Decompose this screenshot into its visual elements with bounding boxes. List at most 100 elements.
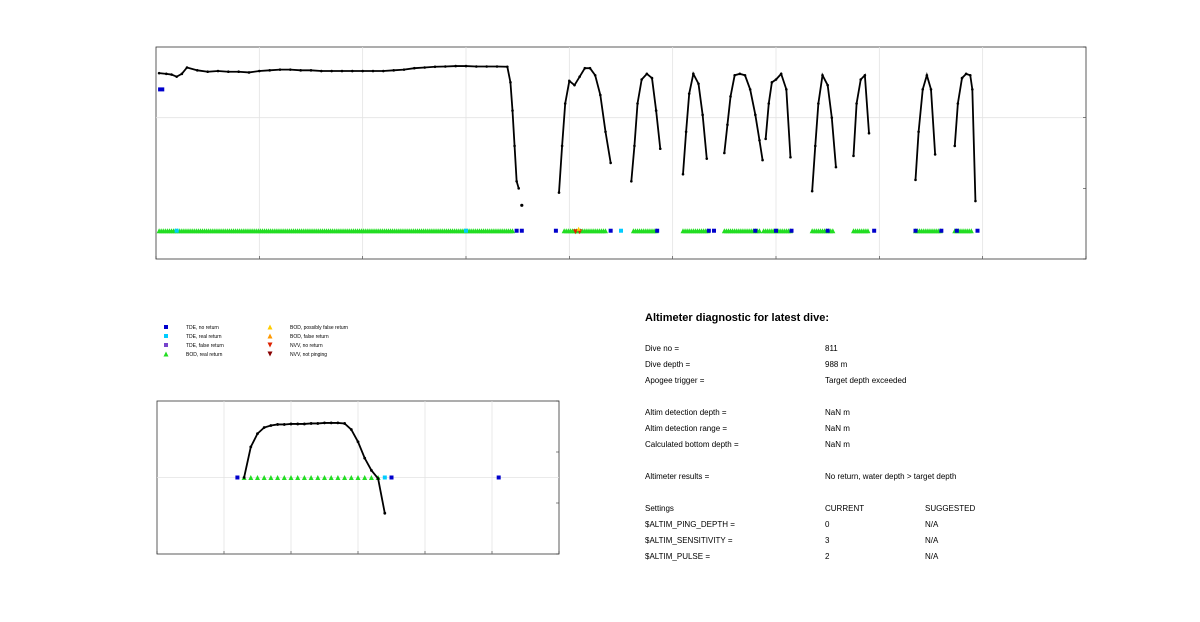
tde-no-return-marker <box>514 228 519 233</box>
depth-point <box>513 144 516 148</box>
dive-depth-label: Dive depth = <box>645 360 691 369</box>
depth-point <box>609 161 612 165</box>
tde-no-return-marker <box>608 228 613 233</box>
legend-square-marker <box>164 325 168 329</box>
depth-point <box>464 64 468 68</box>
altim-depth-value: NaN m <box>825 408 850 417</box>
bod-real-return-marker <box>301 475 307 480</box>
depth-point <box>309 422 313 425</box>
depth-point <box>206 70 209 74</box>
tde-real-return-marker <box>174 228 179 233</box>
depth-point <box>810 189 814 193</box>
tde-no-return-marker <box>389 475 394 480</box>
depth-point <box>738 72 742 76</box>
ping-depth-label: $ALTIM_PING_DEPTH = <box>645 520 735 529</box>
depth-point <box>830 116 834 119</box>
depth-point <box>573 83 576 87</box>
tde-no-return-marker <box>939 228 944 233</box>
tde-no-return-marker <box>235 475 240 480</box>
bod-real-return-marker <box>308 475 314 480</box>
depth-point <box>684 130 688 134</box>
depth-point <box>289 422 293 426</box>
depth-point <box>330 69 333 73</box>
sensitivity-current: 3 <box>825 536 830 545</box>
depth-point <box>185 66 189 69</box>
legend-entry-label: BOD, false return <box>290 334 329 340</box>
suggested-label: SUGGESTED <box>925 504 976 513</box>
tde-no-return-marker <box>774 228 778 233</box>
depth-point <box>444 65 447 68</box>
depth-point <box>964 72 968 76</box>
altim-depth-label: Altim detection depth = <box>645 408 727 417</box>
depth-point <box>370 468 373 472</box>
pulse-suggested: N/A <box>925 552 939 561</box>
depth-point <box>770 81 774 84</box>
depth-point <box>729 95 732 98</box>
depth-point <box>604 130 607 134</box>
bod-real-return-marker <box>275 475 281 480</box>
tde-no-return-marker <box>553 228 558 233</box>
depth-point <box>515 179 518 183</box>
depth-point <box>258 69 261 73</box>
depth-point <box>723 151 726 155</box>
depth-point <box>329 421 333 425</box>
depth-point <box>175 75 178 78</box>
depth-point <box>563 102 567 105</box>
bod-real-return-marker <box>248 475 254 480</box>
depth-point <box>813 144 817 148</box>
tde-no-return-marker <box>496 475 501 480</box>
settings-label: Settings <box>645 504 674 513</box>
bod-real-return-marker <box>830 228 836 234</box>
depth-point <box>852 154 855 158</box>
depth-point <box>960 76 964 80</box>
depth-point <box>929 88 933 91</box>
main-plot-frame <box>155 46 1087 260</box>
dive-depth-value: 988 m <box>825 360 848 369</box>
depth-point <box>593 73 597 77</box>
tde-no-return-marker <box>519 228 524 233</box>
depth-point <box>157 71 161 75</box>
tde-no-return-marker <box>913 228 918 233</box>
depth-point <box>817 102 820 105</box>
depth-point <box>834 165 838 169</box>
bod-real-return-marker <box>315 475 321 480</box>
depth-point <box>340 69 344 73</box>
results-value: No return, water depth > target depth <box>825 472 957 481</box>
depth-point <box>361 69 364 73</box>
depth-point <box>256 432 259 436</box>
altim-range-value: NaN m <box>825 424 850 433</box>
depth-point <box>925 73 929 77</box>
depth-point <box>299 69 302 72</box>
bod-real-return-marker <box>342 475 348 480</box>
depth-point <box>303 422 306 426</box>
tde-no-return-marker <box>872 228 877 233</box>
depth-point <box>956 102 960 105</box>
altim-range-label: Altim detection range = <box>645 424 728 433</box>
depth-point <box>320 69 323 73</box>
depth-point <box>971 88 974 91</box>
depth-point <box>687 92 691 95</box>
depth-point <box>268 69 271 72</box>
diagnostic-panel: Altimeter diagnostic for latest dive: Di… <box>645 312 1145 568</box>
bod-real-return-marker <box>603 228 608 234</box>
bod-real-return-marker <box>865 228 871 234</box>
pulse-current: 2 <box>825 552 830 561</box>
bod-real-return-marker <box>348 475 354 480</box>
depth-point <box>180 72 184 76</box>
depth-point <box>821 73 824 77</box>
bod-real-return-marker <box>968 228 974 234</box>
depth-point <box>633 144 636 148</box>
depth-point <box>242 476 246 479</box>
depth-point <box>968 73 972 77</box>
depth-point <box>309 69 313 72</box>
depth-point <box>383 511 387 515</box>
depth-point <box>349 428 353 431</box>
depth-series-line-2 <box>630 72 662 182</box>
depth-point <box>583 66 587 70</box>
depth-point <box>588 66 592 70</box>
depth-point <box>933 153 937 156</box>
depth-point <box>681 172 685 176</box>
dive-no-value: 811 <box>825 344 838 353</box>
legend-entry-label: NVV, not pinging <box>290 352 327 358</box>
